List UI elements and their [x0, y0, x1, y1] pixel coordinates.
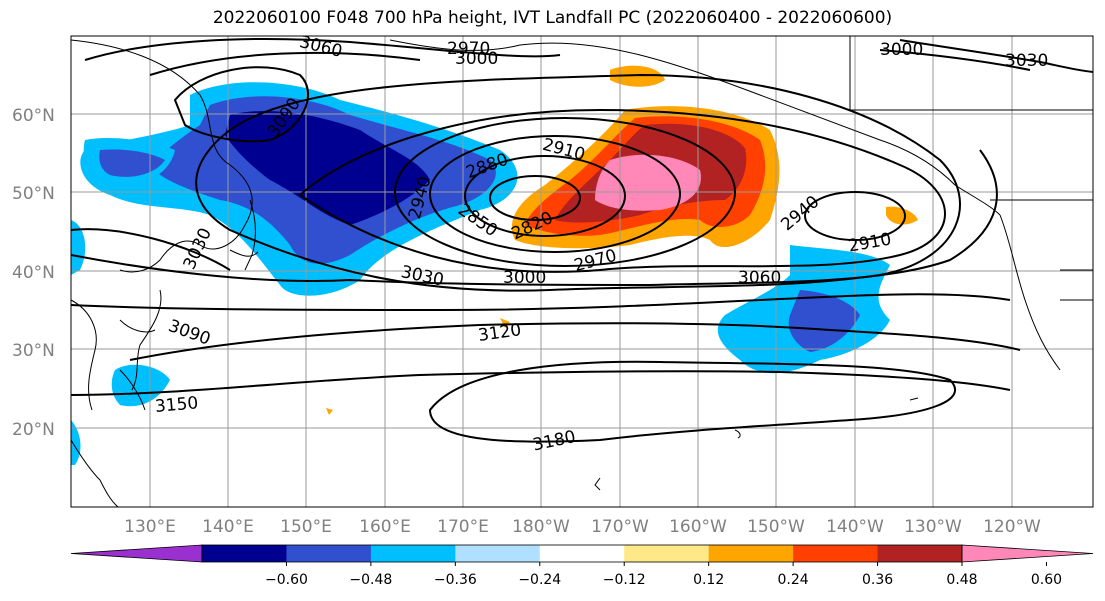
colorbar-ticks: −0.60 −0.48 −0.36 −0.24 −0.12 0.12 0.24 0.36 0.4…	[265, 562, 1062, 588]
colorbar-segment	[624, 545, 710, 562]
latitude-label: 30°N	[12, 341, 55, 361]
contour-label: 2970	[447, 39, 490, 59]
colorbar-tick-label: 0.36	[862, 572, 893, 588]
longitude-label: 150°E	[280, 517, 332, 537]
colorbar-tick-label: −0.24	[518, 572, 561, 588]
colorbar-tick-label: 0.60	[1031, 572, 1062, 588]
colorbar-segment	[370, 545, 456, 562]
colorbar-tick-label: 0.12	[693, 572, 724, 588]
latitude-label: 50°N	[12, 184, 55, 204]
contour-label: 3000	[503, 268, 546, 288]
latitude-label: 60°N	[12, 106, 55, 126]
longitude-label: 120°W	[983, 517, 1041, 537]
longitude-labels: 130°E 140°E 150°E 160°E 170°E 180°W 170°…	[124, 517, 1041, 537]
longitude-label: 170°E	[437, 517, 489, 537]
contour-label: 3030	[1005, 51, 1048, 71]
longitude-label: 130°W	[904, 517, 962, 537]
latitude-label: 20°N	[12, 420, 55, 440]
colorbar-segment	[455, 545, 541, 562]
colorbar-segment	[70, 544, 203, 563]
latitude-labels: 60°N 50°N 40°N 30°N 20°N	[12, 106, 55, 440]
colorbar-segment	[202, 545, 287, 562]
contour-label: 3060	[738, 268, 781, 288]
longitude-label: 170°W	[591, 517, 649, 537]
colorbar-segment	[708, 545, 794, 562]
longitude-label: 160°E	[359, 517, 411, 537]
contour-label: 3000	[880, 40, 923, 60]
longitude-label: 150°W	[747, 517, 805, 537]
latitude-label: 40°N	[12, 263, 55, 283]
height-contours	[71, 38, 1093, 443]
colorbar-segment	[877, 545, 963, 562]
longitude-label: 180°W	[512, 517, 570, 537]
longitude-label: 140°W	[826, 517, 884, 537]
colorbar-segment	[286, 545, 372, 562]
colorbar-tick-label: −0.36	[434, 572, 477, 588]
colorbar-tick-label: −0.12	[603, 572, 646, 588]
graticule	[71, 36, 1093, 507]
contour-label: 3000	[455, 49, 498, 69]
colorbar-segments	[70, 544, 1094, 563]
colorbar-tick-label: −0.48	[349, 572, 392, 588]
colorbar-tick-label: −0.60	[265, 572, 308, 588]
colorbar: −0.60 −0.48 −0.36 −0.24 −0.12 0.12 0.24 0.36 0.4…	[70, 544, 1094, 588]
contour-label: 3150	[154, 393, 199, 417]
longitude-label: 130°E	[124, 517, 176, 537]
colorbar-segment	[539, 545, 625, 562]
map-frame	[70, 35, 1094, 508]
longitude-label: 160°W	[669, 517, 727, 537]
colorbar-border	[201, 544, 963, 563]
colorbar-segment	[793, 545, 879, 562]
colorbar-segment	[961, 544, 1094, 563]
colorbar-tick-label: 0.24	[778, 572, 809, 588]
colorbar-tick-label: 0.48	[946, 572, 977, 588]
map-title: 2022060100 F048 700 hPa height, IVT Land…	[212, 8, 893, 28]
longitude-label: 140°E	[202, 517, 254, 537]
